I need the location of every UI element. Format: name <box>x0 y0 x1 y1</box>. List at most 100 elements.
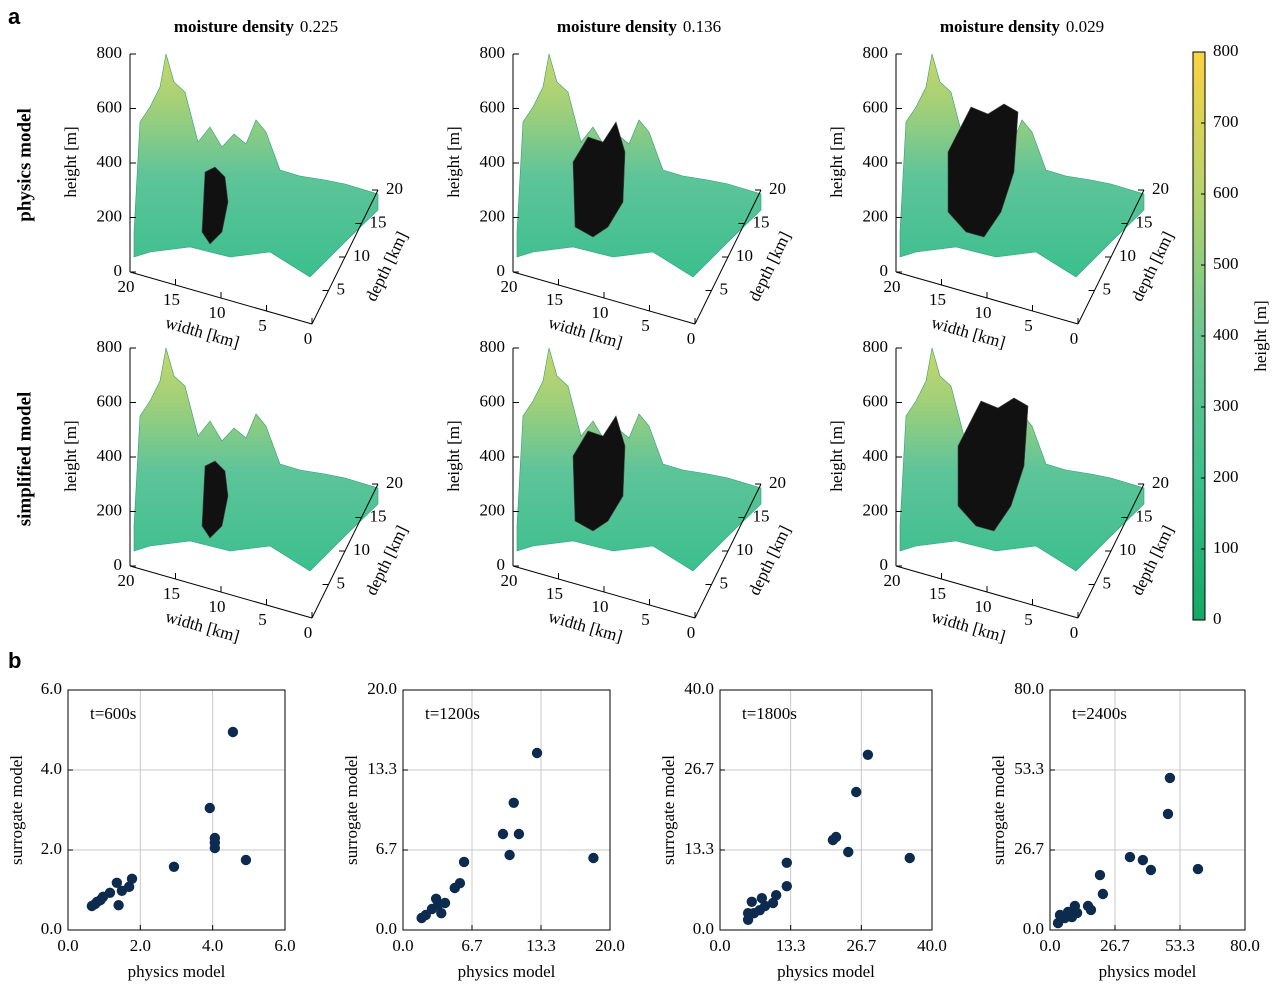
point <box>126 873 138 884</box>
y-tick-label: 4.0 <box>41 759 62 778</box>
x-tick-label: 80.0 <box>1230 936 1260 955</box>
point <box>1054 909 1066 921</box>
colorbar-tick-label: 200 <box>1213 467 1239 486</box>
column-title: moisture density 0.225 <box>174 17 338 36</box>
y-tick-label: 20 <box>1152 179 1169 198</box>
y-tick-label: 0.0 <box>41 919 62 938</box>
y-axis-label: depth [km] <box>362 522 412 598</box>
column-title: moisture density 0.029 <box>940 17 1104 36</box>
z-tick-label: 0 <box>497 261 506 280</box>
x-tick-label: 2.0 <box>130 936 151 955</box>
point <box>497 828 509 840</box>
x-tick-label: 15 <box>929 290 946 309</box>
point <box>1094 869 1106 881</box>
y-tick-label: 20 <box>769 179 786 198</box>
y-tick-label: 5 <box>1103 573 1112 592</box>
z-tick-label: 800 <box>97 43 123 62</box>
colorbar-tick-label: 400 <box>1213 325 1239 344</box>
terrain <box>899 53 1145 278</box>
point <box>168 861 180 872</box>
annotation: t=1800s <box>742 704 797 723</box>
x-tick-label: 0 <box>1070 623 1079 642</box>
z-tick-label: 800 <box>97 337 123 356</box>
column-title-text: moisture density <box>174 17 295 36</box>
column-title-text: moisture density <box>940 17 1061 36</box>
point <box>449 882 460 894</box>
x-tick-label: 4.0 <box>202 936 223 955</box>
x-tick-label: 10 <box>592 597 609 616</box>
y-tick-label: 13.3 <box>684 839 714 858</box>
point <box>436 908 447 919</box>
x-tick-label: 5 <box>1024 316 1033 335</box>
z-tick-label: 400 <box>97 446 123 465</box>
point <box>1097 888 1109 900</box>
y-axis-label: surrogate model <box>989 755 1008 865</box>
point <box>508 797 519 808</box>
scatter-plot: 0.0 26.7 53.3 80.0 0.0 26.7 53.3 80.0 t=2400s phy… <box>989 679 1260 981</box>
point <box>513 828 525 840</box>
y-tick-label: 6.0 <box>41 679 62 698</box>
point <box>770 890 782 901</box>
x-tick-label: 20.0 <box>595 936 625 955</box>
column-title: moisture density 0.136 <box>557 17 721 36</box>
x-tick-label: 10 <box>209 597 226 616</box>
column-title-value: 0.136 <box>683 17 721 36</box>
y-axis-label: surrogate model <box>342 755 361 865</box>
point <box>531 747 543 759</box>
x-tick-label: 26.7 <box>1100 936 1130 955</box>
y-tick-label: 15 <box>753 212 770 231</box>
x-tick-label: 20 <box>884 277 901 296</box>
point <box>904 852 915 864</box>
z-tick-label: 800 <box>863 337 889 356</box>
y-tick-label: 80.0 <box>1014 679 1044 698</box>
point <box>862 749 874 760</box>
point <box>504 849 515 861</box>
terrain <box>516 53 762 278</box>
y-tick-label: 5 <box>337 573 346 592</box>
point <box>588 852 599 864</box>
point <box>1162 808 1174 820</box>
x-tick-label: 5 <box>641 316 650 335</box>
point <box>781 881 792 892</box>
z-tick-label: 200 <box>863 206 889 225</box>
z-tick-label: 800 <box>480 337 506 356</box>
point <box>756 893 768 904</box>
point <box>746 896 757 907</box>
z-tick-label: 600 <box>480 391 506 410</box>
plot-frame <box>402 689 611 931</box>
z-tick-label: 600 <box>863 97 889 116</box>
x-tick-label: 6.0 <box>274 936 295 955</box>
y-tick-label: 26.7 <box>684 759 714 778</box>
colorbar-label: height [m] <box>1251 300 1270 371</box>
point <box>759 900 771 912</box>
z-axis-label: height [m] <box>444 126 463 197</box>
x-axis-label: width [km] <box>929 607 1007 646</box>
plot-frame <box>1049 689 1246 931</box>
x-axis-label: physics model <box>458 962 556 981</box>
point <box>416 912 427 924</box>
z-tick-label: 600 <box>480 97 506 116</box>
z-tick-label: 200 <box>97 206 123 225</box>
point <box>851 786 862 798</box>
row-label: simplified model <box>14 392 35 527</box>
y-tick-label: 5 <box>720 573 729 592</box>
panel-label: a <box>8 4 21 29</box>
scatter-plot: 0.0 2.0 4.0 6.0 0.0 2.0 4.0 6.0 t=600s physics mo… <box>7 679 296 981</box>
z-tick-label: 0 <box>497 555 506 574</box>
x-axis-label: width [km] <box>163 607 241 646</box>
x-tick-label: 6.7 <box>461 936 483 955</box>
y-tick-label: 10 <box>1119 246 1136 265</box>
point <box>1192 863 1204 875</box>
y-tick-label: 15 <box>370 506 387 525</box>
point <box>227 726 239 738</box>
y-tick-label: 0.0 <box>693 919 714 938</box>
z-tick-label: 800 <box>863 43 889 62</box>
colorbar-tick-label: 0 <box>1213 609 1222 628</box>
x-tick-label: 15 <box>546 290 563 309</box>
y-tick-label: 20.0 <box>367 679 397 698</box>
x-tick-label: 20 <box>501 277 518 296</box>
z-tick-label: 200 <box>480 500 506 519</box>
point <box>1164 772 1176 784</box>
x-tick-label: 10 <box>209 303 226 322</box>
